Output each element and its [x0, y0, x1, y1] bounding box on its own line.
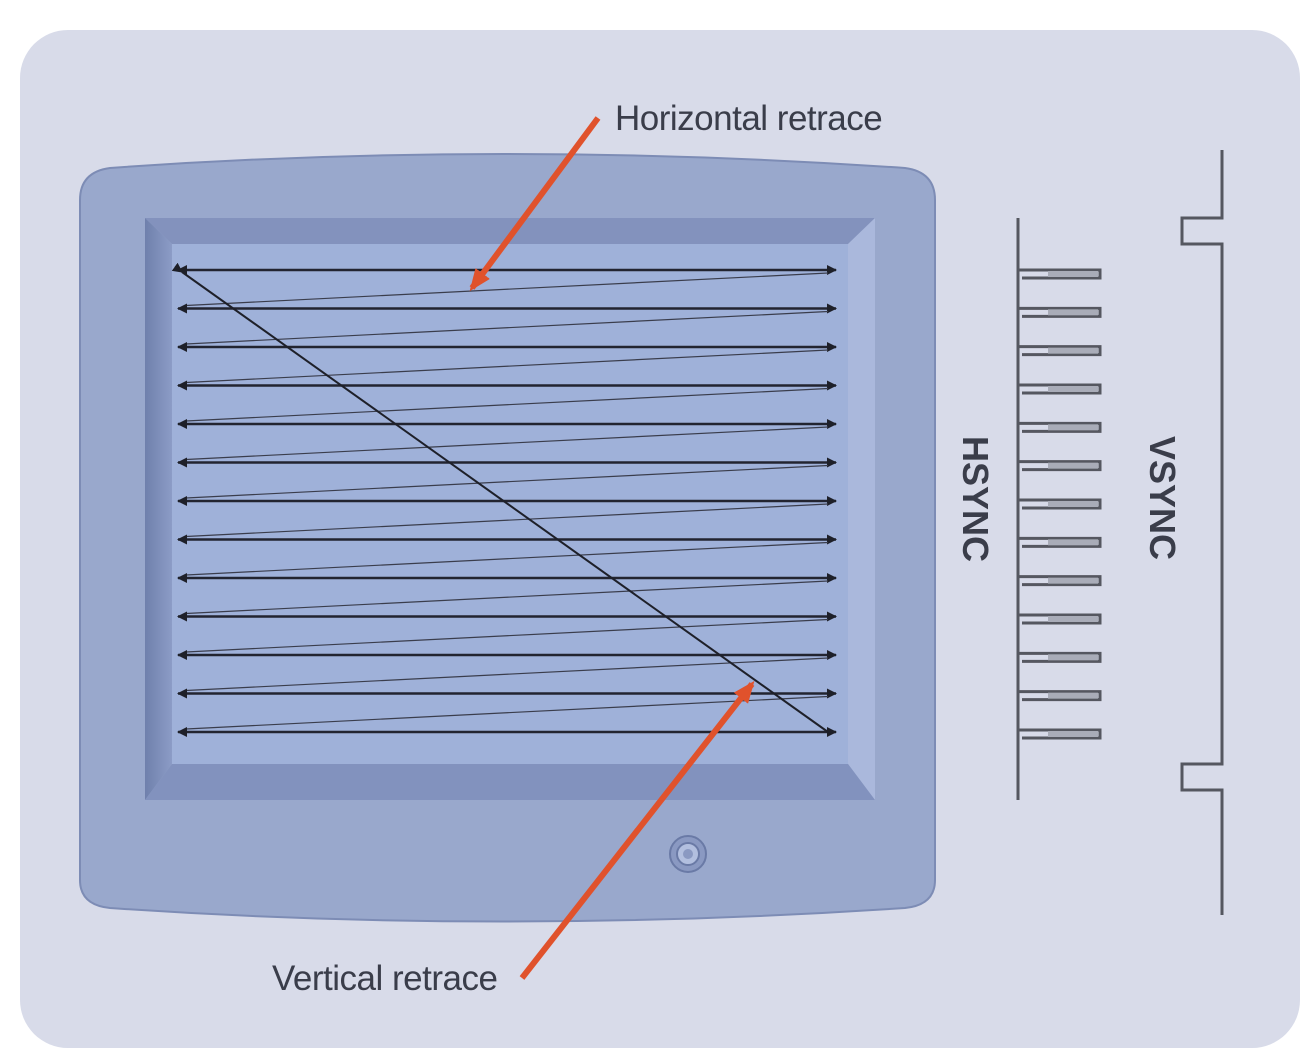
vertical-retrace-arrow — [519, 680, 755, 980]
screen-bevel-left — [145, 218, 172, 800]
hsync-pulse — [1048, 462, 1098, 469]
hsync-pulse — [1048, 386, 1098, 392]
vertical-retrace-label: Vertical retrace — [272, 959, 497, 998]
horizontal-retrace-arrow — [469, 116, 601, 292]
hsync-pulse — [1048, 731, 1098, 737]
horizontal-retrace-return — [185, 310, 829, 345]
horizontal-retrace-return — [185, 426, 829, 461]
screen-bevel-right — [848, 218, 875, 800]
hsync-pulses — [1048, 271, 1098, 737]
hsync-label: HSYNC — [955, 436, 996, 562]
hsync-pulse — [1048, 539, 1098, 546]
horizontal-retrace-return — [185, 580, 829, 615]
hsync-pulse — [1048, 347, 1098, 354]
hsync-pulse — [1048, 577, 1098, 584]
vsync-signal — [1180, 150, 1224, 915]
screen-bevel-top — [145, 218, 875, 244]
screen-bevel-bottom — [145, 764, 875, 800]
horizontal-retrace-return — [185, 503, 829, 538]
horizontal-retrace-return — [185, 618, 829, 653]
scan-lines — [177, 265, 837, 737]
horizontal-retrace-return — [185, 464, 829, 499]
horizontal-retrace-return — [185, 387, 829, 422]
horizontal-retrace-return — [185, 657, 829, 692]
horizontal-retrace-return — [185, 541, 829, 576]
horizontal-retrace-return — [185, 349, 829, 384]
hsync-pulse — [1048, 424, 1098, 431]
vertical-retrace-line — [171, 262, 829, 733]
hsync-signal — [1016, 218, 1102, 800]
hsync-pulse — [1048, 501, 1098, 507]
vsync-label: VSYNC — [1142, 436, 1183, 560]
hsync-pulse — [1048, 309, 1098, 316]
power-button-icon[interactable] — [669, 835, 707, 873]
hsync-pulse — [1048, 654, 1098, 661]
hsync-pulse — [1048, 616, 1098, 622]
hsync-pulse — [1048, 271, 1098, 277]
horizontal-retrace-return — [185, 272, 829, 307]
horizontal-retrace-return — [185, 695, 829, 730]
hsync-pulse — [1048, 692, 1098, 699]
horizontal-retrace-label: Horizontal retrace — [615, 99, 882, 138]
